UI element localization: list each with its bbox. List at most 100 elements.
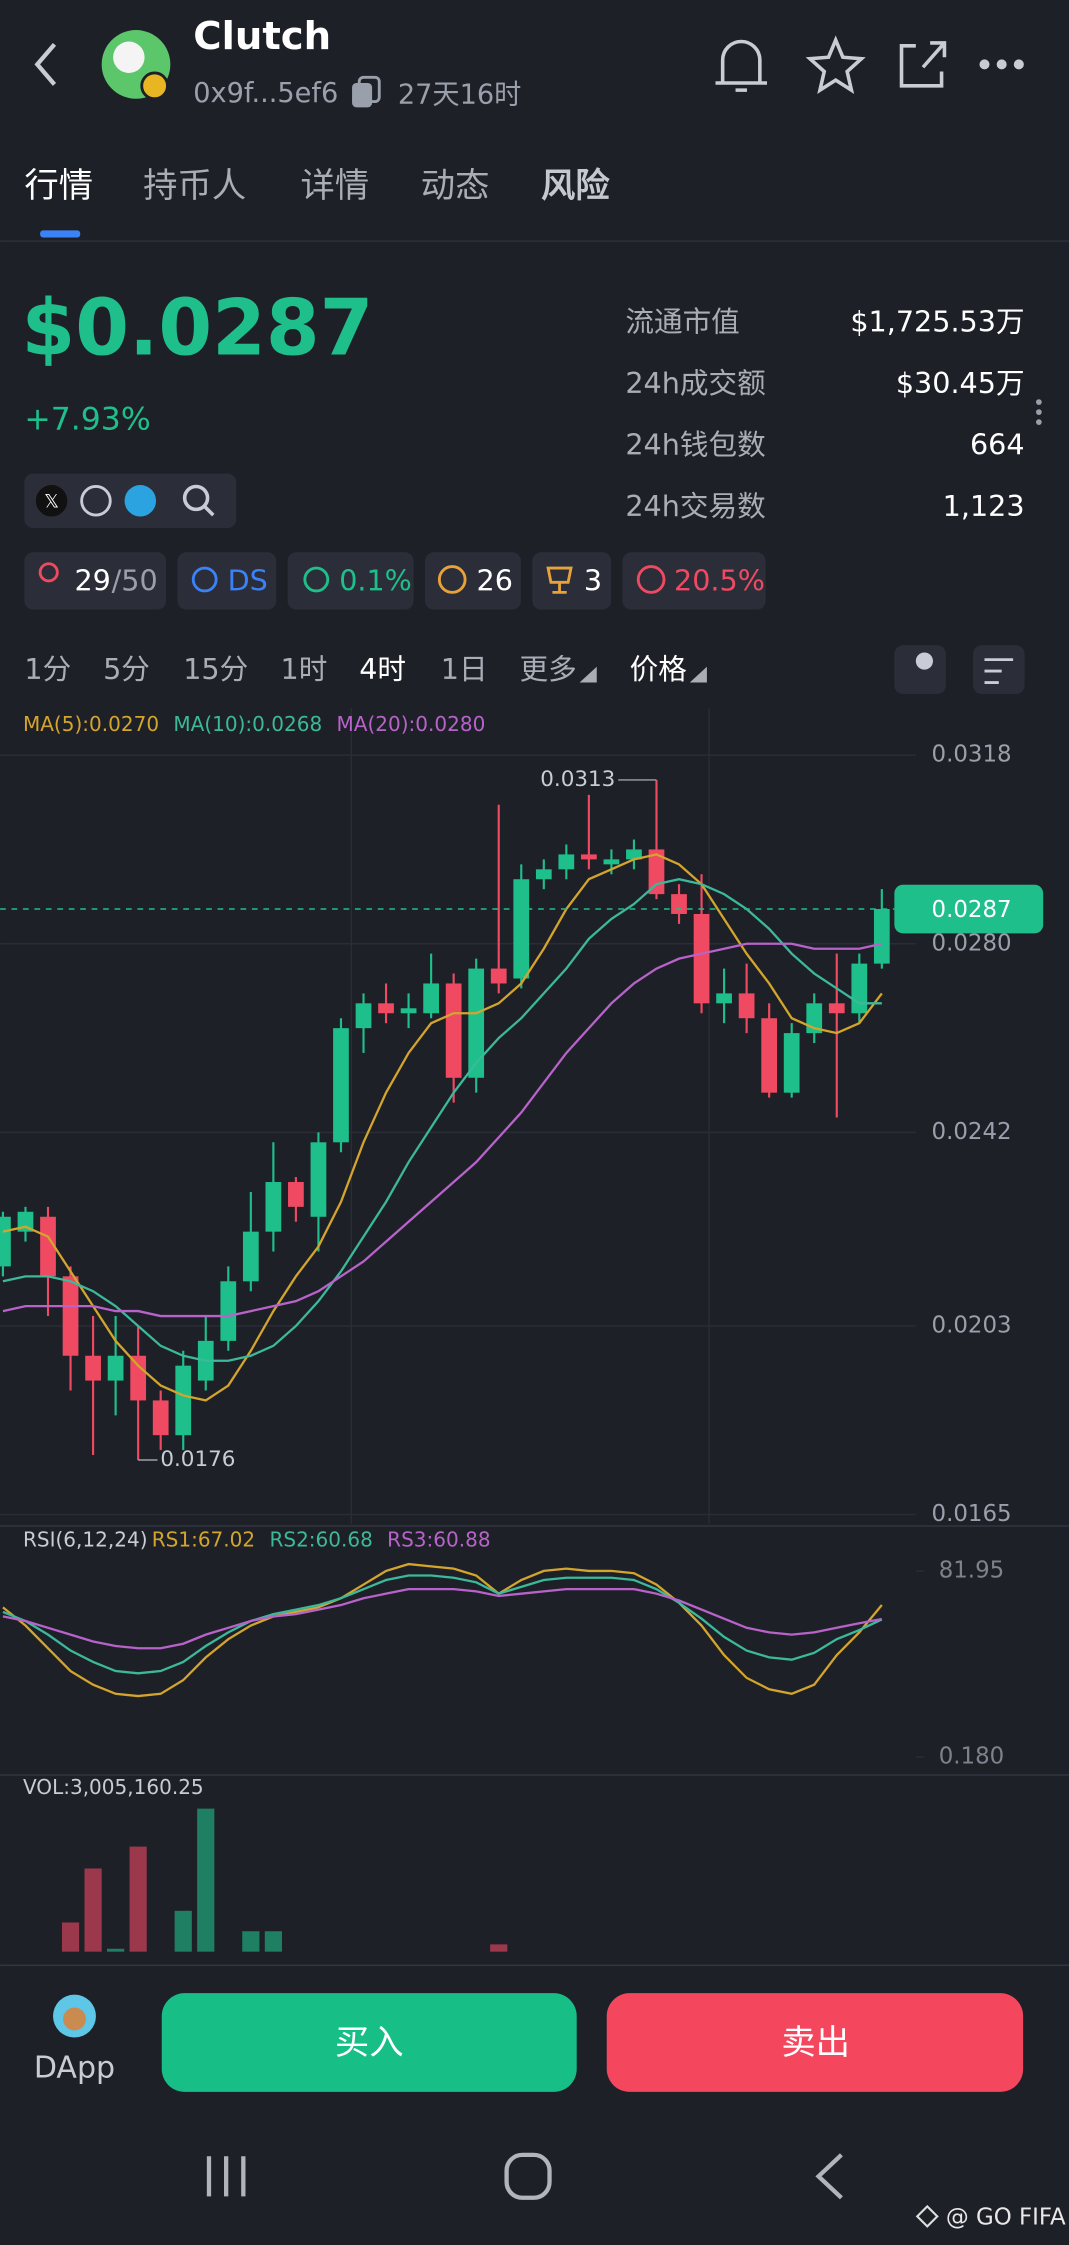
- candle-body: [468, 968, 485, 1078]
- rsi-legend: RS3:60.88: [387, 1528, 490, 1552]
- stat-value: $1,725.53万: [850, 304, 1024, 338]
- badge-text: 20.5%: [674, 563, 765, 597]
- candle-body: [490, 968, 507, 984]
- candle-body: [310, 1142, 327, 1217]
- badge-icon: [636, 565, 666, 594]
- tab[interactable]: 详情: [301, 166, 370, 206]
- timeframe[interactable]: 更多: [519, 652, 576, 686]
- tool-button[interactable]: [894, 645, 946, 694]
- badge-suffix: /50: [112, 563, 158, 597]
- nav-home[interactable]: [504, 2152, 552, 2200]
- x-link[interactable]: [35, 485, 68, 517]
- chain-badge: [140, 71, 169, 101]
- timeframe[interactable]: 4时: [359, 652, 406, 686]
- candle-body: [828, 1003, 845, 1014]
- candle-body: [130, 1355, 147, 1401]
- nav-back[interactable]: [815, 2153, 843, 2200]
- share-icon[interactable]: [899, 41, 947, 88]
- badge-text: 0.1%: [339, 563, 412, 597]
- candle-body: [355, 1003, 372, 1029]
- divider: [0, 1525, 1069, 1527]
- candle-body: [581, 854, 597, 860]
- candle-body: [152, 1400, 169, 1436]
- candle-body: [62, 1276, 79, 1356]
- divider: [0, 1964, 1069, 1966]
- more-icon[interactable]: [979, 59, 1024, 70]
- candle-body: [423, 983, 439, 1014]
- timeframe[interactable]: 价格: [630, 652, 687, 686]
- token-age: 27天16时: [398, 79, 522, 110]
- stat-value: 664: [970, 427, 1025, 461]
- stat-label: 24h成交额: [625, 366, 765, 400]
- y-tick-label: 0.0242: [932, 1119, 1012, 1145]
- ma-line: [2, 878, 882, 1362]
- token-address: 0x9f...5ef6: [193, 78, 338, 109]
- buy-button[interactable]: [161, 1993, 577, 2092]
- back-button[interactable]: [34, 42, 57, 86]
- bell-icon[interactable]: [715, 39, 768, 92]
- stat-label: 24h钱包数: [625, 427, 765, 461]
- badge-text: 26: [477, 563, 513, 597]
- badge-text: DS: [228, 563, 268, 597]
- low-label: 0.0176: [160, 1447, 235, 1472]
- badge-icon: [546, 566, 573, 594]
- y-tick-label: 0.0280: [932, 930, 1012, 956]
- candle-body: [738, 993, 755, 1019]
- volume-bar: [84, 1868, 102, 1952]
- candle-body: [626, 849, 642, 860]
- rsi-legend: RS1:67.02: [152, 1528, 255, 1552]
- divider: [0, 1774, 1069, 1776]
- nav-recent[interactable]: [206, 2156, 246, 2197]
- badge-icon: [437, 565, 467, 594]
- badge-text: 3: [584, 563, 602, 597]
- rsi-legend: RS2:60.68: [269, 1528, 372, 1552]
- tab[interactable]: 风险: [541, 166, 610, 206]
- tab-indicator: [40, 230, 81, 238]
- sell-button[interactable]: [606, 1993, 1024, 2092]
- divider: [0, 240, 1069, 242]
- candle-body: [513, 879, 530, 979]
- price: $0.0287: [22, 283, 374, 373]
- timeframe[interactable]: 1时: [281, 652, 328, 686]
- y-tick-label: 0.0165: [932, 1501, 1012, 1527]
- copy-icon-back: [357, 75, 381, 104]
- copy-icon[interactable]: [352, 82, 373, 108]
- buy-label: 买入: [335, 2023, 404, 2063]
- search-link[interactable]: [182, 484, 210, 512]
- tab[interactable]: 持币人: [143, 166, 246, 206]
- badge-text: 29: [74, 563, 110, 597]
- candle-body: [761, 1018, 778, 1093]
- candle-body: [873, 909, 890, 964]
- timeframe[interactable]: 15分: [183, 652, 248, 686]
- stat-label: 24h交易数: [625, 489, 765, 523]
- candle-body: [288, 1182, 304, 1207]
- dapp-label[interactable]: DApp: [34, 2051, 115, 2086]
- timeframe[interactable]: 1分: [24, 652, 71, 686]
- candle-body: [40, 1216, 56, 1277]
- ma-line: [2, 942, 883, 1318]
- volume-bar: [129, 1846, 147, 1952]
- candle-body: [558, 854, 575, 870]
- tab[interactable]: 动态: [421, 166, 490, 206]
- telegram-link[interactable]: [124, 485, 157, 517]
- candle-body: [783, 1033, 800, 1093]
- tab[interactable]: 行情: [24, 166, 93, 206]
- candle-body: [535, 869, 552, 880]
- timeframe[interactable]: 1日: [441, 652, 488, 686]
- side-dots: [1036, 399, 1042, 425]
- web-link[interactable]: [80, 485, 112, 517]
- candle-body: [242, 1231, 259, 1282]
- high-label: 0.0313: [540, 767, 615, 792]
- volume-bar: [174, 1910, 192, 1952]
- star-icon[interactable]: [805, 35, 866, 94]
- watermark: @ GO FIFA: [946, 2204, 1066, 2230]
- dropdown-caret: [689, 666, 707, 683]
- badge: [287, 552, 414, 610]
- badge: [24, 552, 167, 610]
- badge: [622, 552, 766, 610]
- timeframe[interactable]: 5分: [103, 652, 150, 686]
- candle-body: [220, 1281, 237, 1341]
- dapp-icon-art: [63, 2007, 86, 2031]
- price-change: +7.93%: [24, 402, 150, 438]
